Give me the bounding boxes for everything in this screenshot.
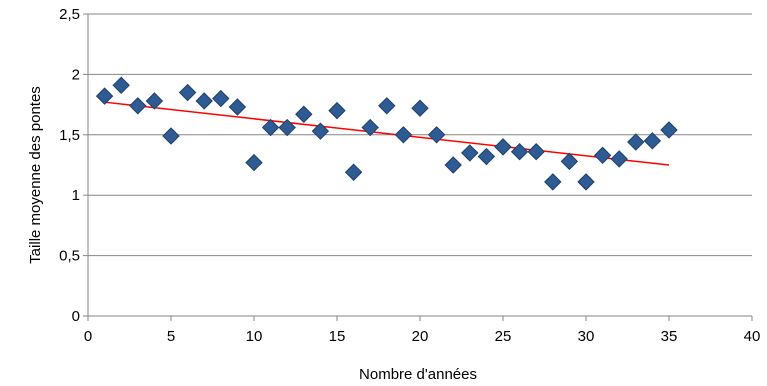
data-point [378, 97, 396, 115]
data-point [577, 173, 595, 191]
y-axis-title: Taille moyenne des pontes [27, 86, 44, 264]
x-tick-label: 30 [578, 328, 595, 345]
axes [83, 13, 753, 321]
gridlines [88, 13, 752, 257]
data-point [544, 173, 562, 191]
y-tick-labels: 0 0,5 1 1,5 2 2,5 [59, 6, 80, 325]
data-point [212, 89, 230, 108]
y-tick-label: 1 [72, 187, 80, 204]
data-point [593, 146, 612, 165]
data-points [95, 76, 678, 191]
data-point [328, 101, 346, 120]
data-point [95, 87, 114, 105]
data-point [311, 122, 330, 140]
data-point [477, 147, 496, 166]
data-point [643, 132, 662, 150]
data-point [461, 144, 479, 162]
data-point [560, 152, 579, 171]
data-point [510, 143, 529, 161]
data-point [278, 118, 296, 137]
data-point [427, 126, 446, 144]
data-point [295, 105, 313, 123]
x-tick-label: 35 [661, 328, 678, 345]
x-tick-label: 20 [412, 328, 429, 345]
y-tick-label: 2 [72, 66, 80, 83]
x-tick-label: 40 [744, 328, 761, 345]
data-point [394, 126, 413, 144]
x-tick-label: 15 [329, 328, 346, 345]
data-point [228, 98, 247, 116]
data-point [361, 118, 379, 137]
data-point [261, 118, 280, 137]
x-tick-labels: 0 5 10 15 20 25 30 35 40 [84, 328, 761, 345]
data-point [245, 153, 263, 172]
y-tick-label: 1,5 [59, 127, 80, 144]
trendline-segment [104, 101, 670, 166]
trendline [104, 101, 670, 166]
data-point [494, 138, 512, 156]
x-tick-label: 10 [246, 328, 263, 345]
y-tick-label: 0 [72, 308, 80, 325]
data-point [527, 143, 545, 161]
x-tick-label: 5 [167, 328, 175, 345]
data-point [145, 92, 164, 110]
data-point [178, 83, 197, 102]
data-point [627, 133, 645, 151]
data-point [129, 97, 147, 115]
x-axis-title: Nombre d'années [359, 366, 477, 383]
x-tick-label: 25 [495, 328, 512, 345]
data-point [610, 150, 628, 168]
data-point [344, 163, 363, 181]
data-point [660, 121, 678, 139]
y-tick-label: 0,5 [59, 248, 80, 265]
data-point [195, 92, 213, 110]
data-point [411, 99, 429, 117]
x-tick-label: 0 [84, 328, 92, 345]
data-point [112, 76, 130, 94]
data-point [162, 127, 180, 145]
y-tick-label: 2,5 [59, 6, 80, 23]
data-point [444, 156, 462, 174]
